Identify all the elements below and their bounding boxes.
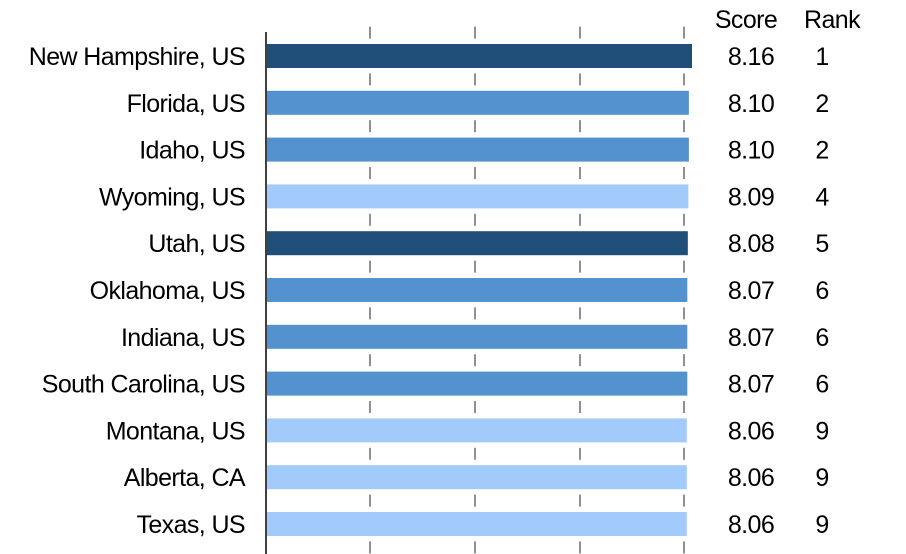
- rank-value-label: 1: [815, 43, 828, 71]
- bar: [267, 90, 689, 115]
- bar: [267, 231, 688, 256]
- category-label: Idaho, US: [139, 137, 245, 165]
- category-label: Texas, US: [136, 511, 245, 539]
- rank-value-label: 9: [815, 417, 828, 445]
- score-value-label: 8.06: [728, 417, 774, 445]
- score-value-label: 8.16: [728, 43, 774, 71]
- rank-value-label: 5: [815, 230, 828, 258]
- score-value-label: 8.10: [728, 90, 774, 118]
- gridlines: [369, 26, 685, 554]
- category-label: Indiana, US: [121, 324, 245, 352]
- category-label: South Carolina, US: [42, 371, 245, 399]
- bar: [267, 184, 689, 209]
- category-label: Utah, US: [148, 230, 245, 258]
- bars-group: New Hampshire, US 8.16 1 Florida, US 8.10 2 Id…: [29, 43, 830, 539]
- category-label: Montana, US: [106, 417, 245, 445]
- rank-value-label: 9: [815, 511, 828, 539]
- bar: [267, 324, 688, 349]
- score-value-label: 8.09: [728, 183, 774, 211]
- category-label: New Hampshire, US: [29, 43, 245, 71]
- bar: [267, 137, 689, 162]
- rank-value-label: 2: [815, 137, 828, 165]
- bar: [267, 418, 687, 443]
- category-label: Wyoming, US: [99, 183, 245, 211]
- score-value-label: 8.07: [728, 277, 774, 305]
- score-value-label: 8.08: [728, 230, 774, 258]
- rank-value-label: 4: [815, 183, 829, 211]
- score-value-label: 8.10: [728, 137, 774, 165]
- score-value-label: 8.06: [728, 511, 774, 539]
- bar: [267, 44, 692, 68]
- score-value-label: 8.07: [728, 371, 774, 399]
- rank-value-label: 2: [815, 90, 828, 118]
- rank-value-label: 9: [815, 464, 828, 492]
- category-label: Oklahoma, US: [90, 277, 245, 305]
- score-column-header: Score: [715, 6, 777, 34]
- score-value-label: 8.06: [728, 464, 774, 492]
- bar: [267, 278, 688, 302]
- bar: [267, 371, 688, 396]
- rank-value-label: 6: [815, 277, 828, 305]
- bar: [267, 465, 687, 490]
- category-label: Alberta, CA: [124, 464, 246, 492]
- rank-value-label: 6: [815, 324, 828, 352]
- score-value-label: 8.07: [728, 324, 774, 352]
- rank-column-header: Rank: [804, 6, 861, 34]
- rank-value-label: 6: [815, 371, 828, 399]
- category-label: Florida, US: [127, 90, 245, 118]
- bar: [267, 512, 687, 536]
